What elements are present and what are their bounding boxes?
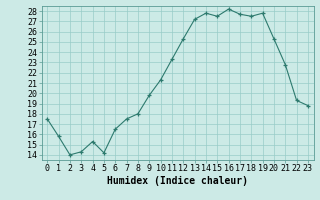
X-axis label: Humidex (Indice chaleur): Humidex (Indice chaleur) xyxy=(107,176,248,186)
